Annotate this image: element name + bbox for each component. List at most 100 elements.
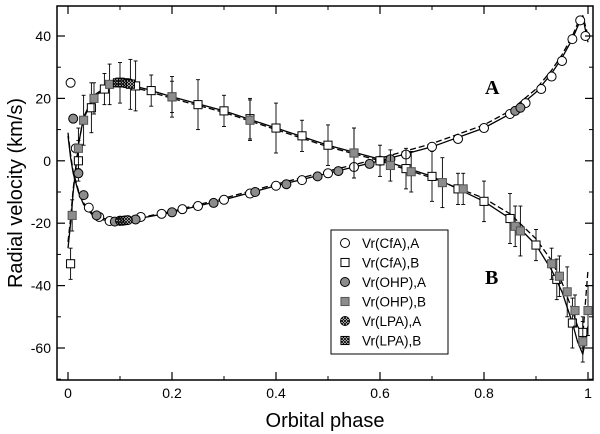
point-open-circle bbox=[156, 208, 167, 219]
point-filled-square bbox=[458, 184, 468, 194]
point-filled-square bbox=[385, 160, 395, 171]
legend-marker-filled-circle bbox=[340, 277, 350, 287]
annotation-a: A bbox=[485, 77, 500, 99]
point-open-circle bbox=[536, 84, 547, 95]
model-curve-1 bbox=[67, 16, 589, 223]
point-open-circle bbox=[557, 55, 567, 66]
y-tick-label: -60 bbox=[31, 340, 51, 356]
point-open-circle bbox=[219, 194, 229, 205]
point-open-square bbox=[99, 84, 109, 94]
point-filled-square bbox=[570, 306, 580, 316]
point-open-circle bbox=[177, 204, 188, 215]
legend-label: Vr(LPA),B bbox=[362, 334, 421, 349]
point-filled-square bbox=[583, 306, 593, 316]
legend-marker-open-circle bbox=[340, 238, 350, 248]
point-filled-circle bbox=[515, 102, 526, 113]
x-tick-label: 0.4 bbox=[266, 385, 286, 401]
point-filled-circle bbox=[73, 168, 84, 179]
point-filled-square bbox=[406, 167, 416, 177]
y-axis-title: Radial velocity (km/s) bbox=[5, 98, 27, 288]
legend-label: Vr(CfA),A bbox=[362, 236, 419, 251]
point-open-circle bbox=[479, 123, 489, 134]
point-filled-circle bbox=[68, 113, 79, 124]
point-filled-square bbox=[73, 143, 83, 153]
x-tick-label: 0 bbox=[64, 385, 72, 401]
point-open-square bbox=[271, 123, 281, 133]
point-hatched-circle bbox=[122, 215, 133, 226]
point-open-circle bbox=[297, 175, 307, 186]
legend-marker-hatched-square bbox=[340, 335, 350, 346]
point-open-circle bbox=[323, 168, 333, 179]
point-filled-square bbox=[349, 148, 359, 158]
point-filled-circle bbox=[364, 158, 375, 169]
x-tick-label: 0.2 bbox=[162, 385, 182, 401]
point-filled-circle bbox=[167, 207, 177, 218]
point-open-circle bbox=[83, 202, 94, 213]
legend-label: Vr(CfA),B bbox=[362, 256, 419, 271]
point-open-circle bbox=[567, 34, 578, 45]
legend: Vr(CfA),A Vr(CfA),B Vr(OHP),A Vr(OHP),B Vr(L… bbox=[330, 229, 449, 355]
point-filled-square bbox=[515, 226, 525, 236]
point-hatched-square bbox=[125, 79, 135, 89]
point-filled-square bbox=[167, 92, 177, 102]
point-open-circle bbox=[193, 201, 203, 212]
point-filled-circle bbox=[208, 197, 219, 208]
x-axis: 0 0.2 0.4 0.6 0.8 1 bbox=[64, 6, 592, 401]
legend-label: Vr(OHP),B bbox=[362, 295, 426, 310]
y-tick-label: -20 bbox=[31, 215, 51, 231]
point-filled-circle bbox=[78, 190, 89, 201]
point-open-circle bbox=[271, 180, 281, 191]
point-open-square bbox=[479, 196, 489, 206]
point-filled-circle bbox=[333, 166, 344, 177]
point-open-circle bbox=[546, 71, 557, 82]
point-filled-circle bbox=[91, 210, 102, 221]
y-axis: -60 -40 -20 0 20 40 bbox=[31, 28, 593, 380]
point-filled-square bbox=[437, 178, 447, 188]
point-filled-square bbox=[578, 337, 588, 347]
point-filled-square bbox=[79, 115, 89, 125]
point-open-square bbox=[219, 106, 229, 116]
point-filled-circle bbox=[281, 179, 292, 190]
plot-frame bbox=[56, 5, 594, 381]
y-tick-label: -40 bbox=[31, 278, 51, 294]
x-tick-label: 1 bbox=[584, 385, 592, 401]
point-open-square bbox=[505, 213, 515, 224]
legend-marker-open-square bbox=[340, 257, 350, 268]
model-curves bbox=[67, 15, 589, 355]
point-open-square bbox=[531, 240, 541, 250]
point-filled-square bbox=[510, 221, 520, 231]
point-open-square bbox=[375, 156, 385, 166]
y-tick-label: 0 bbox=[43, 153, 51, 169]
legend-box bbox=[330, 229, 449, 355]
annotation-b: B bbox=[485, 267, 498, 289]
point-filled-square bbox=[89, 93, 99, 103]
point-filled-square bbox=[105, 79, 115, 89]
point-filled-square bbox=[562, 287, 572, 297]
point-open-square bbox=[86, 103, 96, 113]
point-filled-circle bbox=[250, 187, 261, 197]
point-open-circle bbox=[453, 133, 463, 144]
point-filled-square bbox=[67, 210, 77, 220]
legend-label: Vr(OHP),A bbox=[362, 275, 426, 290]
point-open-circle bbox=[427, 141, 437, 152]
point-filled-square bbox=[245, 115, 255, 125]
point-filled-square bbox=[554, 271, 564, 281]
point-open-square bbox=[427, 171, 437, 181]
x-axis-title: Orbital phase bbox=[266, 410, 385, 432]
legend-marker-hatched-circle bbox=[340, 316, 350, 326]
point-open-square bbox=[297, 131, 307, 141]
point-filled-square bbox=[547, 259, 557, 269]
point-open-square bbox=[193, 100, 203, 110]
y-tick-label: 20 bbox=[35, 90, 51, 106]
point-open-square bbox=[323, 140, 333, 150]
point-open-circle bbox=[575, 15, 586, 26]
x-tick-label: 0.8 bbox=[474, 385, 494, 401]
point-open-circle bbox=[65, 77, 76, 88]
legend-label: Vr(LPA),A bbox=[362, 314, 421, 329]
point-filled-circle bbox=[312, 171, 323, 182]
legend-marker-filled-square bbox=[340, 296, 350, 307]
x-tick-label: 0.6 bbox=[370, 385, 390, 401]
point-open-square bbox=[567, 318, 577, 328]
point-open-square bbox=[146, 86, 156, 96]
